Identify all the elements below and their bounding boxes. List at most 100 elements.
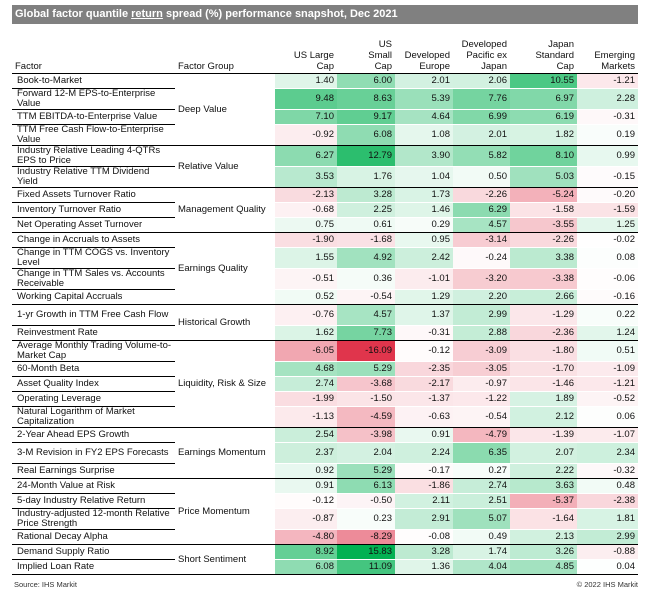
table-row: 5-day Industry Relative Return -0.12 -0.50… — [12, 493, 638, 509]
value-cell: -0.92 — [275, 124, 337, 146]
value-cell: 5.03 — [510, 166, 577, 188]
value-cell: 10.55 — [510, 73, 577, 89]
value-cell: 4.04 — [453, 559, 510, 575]
value-cell: 4.57 — [337, 304, 395, 326]
value-cell: 0.08 — [577, 247, 638, 269]
factor-name: Industry-adjusted 12-month Relative Pric… — [12, 508, 175, 530]
value-cell: 4.92 — [337, 247, 395, 269]
table-row: Change in Accruals to Assets Earnings Qua… — [12, 232, 638, 305]
value-cell: 0.22 — [577, 304, 638, 326]
value-cell: -0.54 — [453, 406, 510, 428]
value-cell: 1.73 — [395, 187, 453, 203]
value-cell: -16.09 — [337, 340, 395, 362]
value-cell: 7.76 — [453, 88, 510, 110]
value-cell: -1.68 — [337, 232, 395, 248]
value-cell: 1.36 — [395, 559, 453, 575]
value-cell: -2.26 — [510, 232, 577, 248]
value-cell: 2.04 — [337, 442, 395, 464]
value-cell: 2.74 — [275, 376, 337, 392]
value-cell: -1.90 — [275, 232, 337, 248]
value-cell: -3.09 — [453, 340, 510, 362]
value-cell: -0.12 — [395, 340, 453, 362]
factor-name: Forward 12-M EPS-to-Enterprise Value — [12, 88, 175, 110]
value-cell: 0.36 — [337, 268, 395, 290]
table-row: Demand Supply Ratio Short Sentiment 8.92 15… — [12, 544, 638, 575]
factor-name: Working Capital Accruals — [12, 289, 175, 305]
value-cell: -0.76 — [275, 304, 337, 326]
factor-name: Implied Loan Rate — [12, 559, 175, 575]
value-cell: 3.53 — [275, 166, 337, 188]
factor-name: Real Earnings Surprise — [12, 463, 175, 479]
factor-name: Rational Decay Alpha — [12, 529, 175, 545]
column-header: Factor — [12, 28, 175, 74]
value-cell: 0.19 — [577, 124, 638, 146]
value-cell: -0.50 — [337, 493, 395, 509]
value-cell: -1.58 — [510, 202, 577, 218]
table-row: Industry-adjusted 12-month Relative Pric… — [12, 508, 638, 530]
value-cell: 2.54 — [275, 427, 337, 443]
value-cell: 2.25 — [337, 202, 395, 218]
value-cell: 3.26 — [510, 544, 577, 560]
column-header: Japan Standard Cap — [510, 28, 577, 74]
value-cell: 6.08 — [337, 124, 395, 146]
value-cell: -0.31 — [395, 325, 453, 341]
value-cell: -4.59 — [337, 406, 395, 428]
table-row: 1-yr Growth in TTM Free Cash Flow Histori… — [12, 304, 638, 341]
table-row: Operating Leverage -1.99 -1.50 -1.37 -1.22 1.… — [12, 391, 638, 407]
value-cell: 2.88 — [453, 325, 510, 341]
factor-name: TTM EBITDA-to-Enterprise Value — [12, 109, 175, 125]
value-cell: -1.22 — [453, 391, 510, 407]
table-row: TTM Free Cash Flow-to-Enterprise Value -0… — [12, 124, 638, 146]
value-cell: 0.92 — [275, 463, 337, 479]
value-cell: -0.68 — [275, 202, 337, 218]
value-cell: 1.46 — [395, 202, 453, 218]
table-row: Natural Logarithm of Market Capitalizati… — [12, 406, 638, 428]
value-cell: -3.55 — [510, 217, 577, 233]
value-cell: -3.98 — [337, 427, 395, 443]
factor-name: Operating Leverage — [12, 391, 175, 407]
factor-group: Earnings Momentum — [175, 427, 275, 479]
value-cell: 2.91 — [395, 508, 453, 530]
column-header: Factor Group — [175, 28, 275, 74]
table-row: Industry Relative Leading 4-QTRs EPS to … — [12, 145, 638, 188]
value-cell: 1.04 — [395, 166, 453, 188]
value-cell: 6.19 — [510, 109, 577, 125]
value-cell: -1.07 — [577, 427, 638, 443]
factor-name: Natural Logarithm of Market Capitalizati… — [12, 406, 175, 428]
value-cell: 2.28 — [577, 88, 638, 110]
table-row: Inventory Turnover Ratio -0.68 2.25 1.46 6.2… — [12, 202, 638, 218]
factor-name: Change in TTM COGS vs. Inventory Level — [12, 247, 175, 269]
value-cell: -0.97 — [453, 376, 510, 392]
value-cell: 0.50 — [453, 166, 510, 188]
chart-title: Global factor quantile return spread (%)… — [12, 5, 638, 24]
title-text: Global factor quantile — [15, 8, 132, 20]
factor-group: Historical Growth — [175, 304, 275, 341]
title-underlined-word: return — [131, 8, 163, 20]
value-cell: -0.87 — [275, 508, 337, 530]
value-cell: 2.12 — [510, 406, 577, 428]
table-row: Net Operating Asset Turnover 0.75 0.61 0.29… — [12, 217, 638, 233]
value-cell: 1.29 — [395, 289, 453, 305]
value-cell: -2.17 — [395, 376, 453, 392]
value-cell: 3.63 — [510, 478, 577, 494]
value-cell: 2.13 — [510, 529, 577, 545]
value-cell: -1.13 — [275, 406, 337, 428]
value-cell: -4.80 — [275, 529, 337, 545]
table-row: 60-Month Beta 4.68 5.29 -2.35 -3.05 -1.70 -1.0… — [12, 361, 638, 377]
value-cell: 2.37 — [275, 442, 337, 464]
value-cell: -3.68 — [337, 376, 395, 392]
value-cell: 4.64 — [395, 109, 453, 125]
value-cell: 6.29 — [453, 202, 510, 218]
value-cell: 6.97 — [510, 88, 577, 110]
value-cell: 7.10 — [275, 109, 337, 125]
factor-name: Inventory Turnover Ratio — [12, 202, 175, 218]
value-cell: -0.15 — [577, 166, 638, 188]
value-cell: 8.92 — [275, 544, 337, 560]
value-cell: 0.23 — [337, 508, 395, 530]
header-row: Factor Factor Group US Large Cap US Small Cap D… — [12, 28, 638, 74]
value-cell: -0.54 — [337, 289, 395, 305]
value-cell: 5.29 — [337, 463, 395, 479]
table-row: Average Monthly Trading Volume-to-Market… — [12, 340, 638, 428]
value-cell: 2.99 — [577, 529, 638, 545]
factor-group: Relative Value — [175, 145, 275, 188]
